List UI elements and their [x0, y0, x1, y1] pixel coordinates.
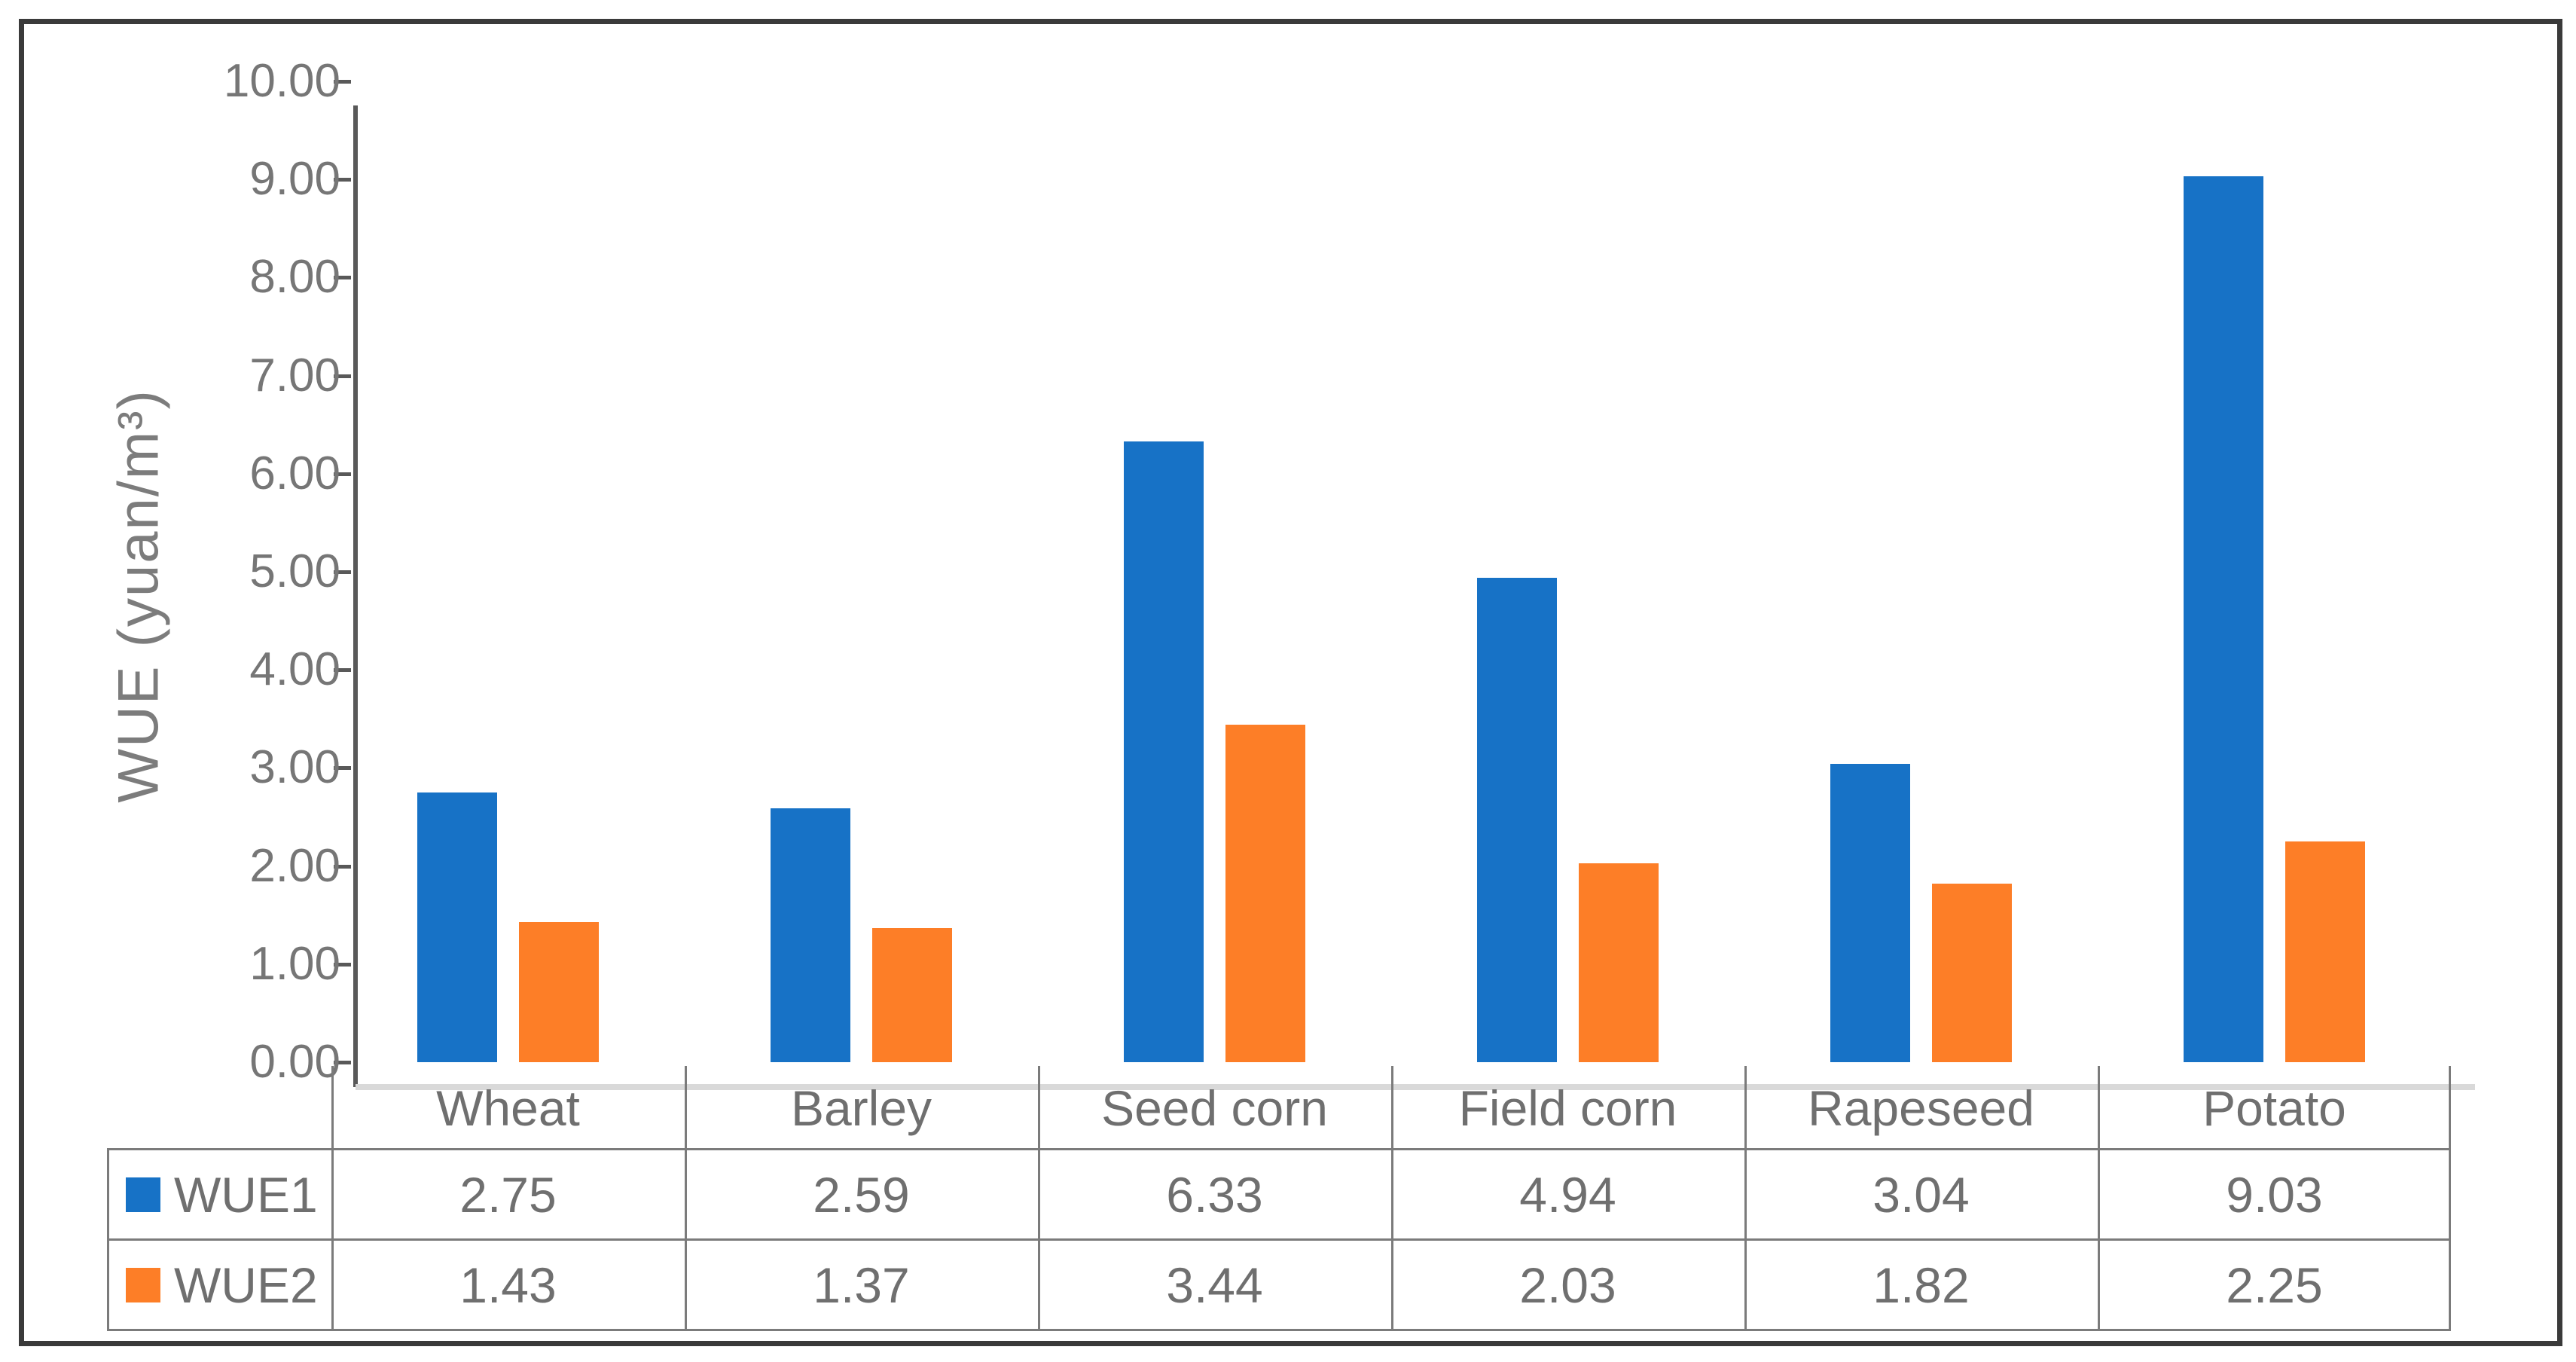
y-tick-label: 3.00	[249, 741, 340, 794]
bar-wue2-seed-corn	[1225, 725, 1305, 1062]
bar-wue1-field-corn	[1477, 577, 1557, 1062]
table-value-wue2-potato: 2.25	[2226, 1257, 2323, 1313]
y-tick-mark	[334, 472, 351, 476]
y-tick-label: 8.00	[249, 251, 340, 304]
table-column-border	[2449, 1066, 2451, 1330]
bar-wue2-field-corn	[1579, 863, 1659, 1062]
table-header-wheat: Wheat	[436, 1080, 580, 1136]
y-axis-line	[353, 105, 358, 1087]
y-tick-mark	[334, 766, 351, 771]
y-tick-mark	[334, 178, 351, 182]
table-header-rapeseed: Rapeseed	[1808, 1080, 2034, 1136]
table-column-border	[1391, 1066, 1393, 1330]
table-value-wue2-seed-corn: 3.44	[1166, 1257, 1263, 1313]
legend-left-border	[107, 1148, 109, 1330]
y-tick-mark	[334, 962, 351, 967]
legend-item-wue1: WUE1	[107, 1150, 331, 1240]
table-column-border	[685, 1066, 687, 1330]
table-value-wue2-field-corn: 2.03	[1519, 1257, 1616, 1313]
y-tick-label: 10.00	[223, 55, 340, 107]
y-tick-mark	[334, 570, 351, 574]
table-value-wue2-rapeseed: 1.82	[1872, 1257, 1970, 1313]
table-value-wue2-barley: 1.37	[813, 1257, 910, 1313]
table-value-wue1-rapeseed: 3.04	[1872, 1167, 1970, 1223]
table-value-wue1-wheat: 2.75	[459, 1167, 557, 1223]
y-tick-mark	[334, 276, 351, 280]
y-tick-label: 7.00	[249, 349, 340, 402]
table-value-wue1-seed-corn: 6.33	[1166, 1167, 1263, 1223]
y-tick-label: 6.00	[249, 447, 340, 499]
bar-wue1-seed-corn	[1124, 441, 1204, 1062]
table-value-wue1-potato: 9.03	[2226, 1167, 2323, 1223]
table-header-potato: Potato	[2202, 1080, 2346, 1136]
y-tick-mark	[334, 864, 351, 869]
y-tick-mark	[334, 1061, 351, 1064]
table-bottom-border	[107, 1329, 2451, 1331]
table-row-divider	[107, 1238, 2451, 1241]
y-tick-label: 9.00	[249, 153, 340, 206]
table-column-border	[1744, 1066, 1747, 1330]
table-row-divider	[107, 1148, 2451, 1150]
y-tick-label: 0.00	[249, 1036, 340, 1088]
bar-wue2-rapeseed	[1932, 884, 2012, 1062]
data-table-top-edge	[356, 1084, 2475, 1090]
bar-wue1-rapeseed	[1830, 764, 1910, 1062]
y-tick-mark	[334, 668, 351, 673]
table-value-wue1-field-corn: 4.94	[1519, 1167, 1616, 1223]
y-tick-label: 5.00	[249, 545, 340, 597]
table-header-field-corn: Field corn	[1458, 1080, 1677, 1136]
legend-label-wue1: WUE1	[174, 1167, 318, 1223]
bar-wue1-wheat	[417, 792, 497, 1062]
bar-wue2-wheat	[519, 921, 599, 1062]
bar-wue1-barley	[771, 808, 850, 1062]
legend-swatch-wue1	[126, 1177, 160, 1212]
bar-wue2-barley	[872, 927, 952, 1062]
bar-wue2-potato	[2285, 841, 2365, 1062]
legend-item-wue2: WUE2	[107, 1240, 331, 1330]
legend-swatch-wue2	[126, 1268, 160, 1302]
table-column-border	[1038, 1066, 1040, 1330]
y-tick-mark	[334, 80, 351, 84]
table-value-wue2-wheat: 1.43	[459, 1257, 557, 1313]
table-header-barley: Barley	[790, 1080, 932, 1136]
chart-outer-border: WUE (yuan/m³) 10.00 9.00 8.00 7.00 6.00 5.00 4…	[19, 19, 2562, 1346]
table-value-wue1-barley: 2.59	[813, 1167, 910, 1223]
y-tick-mark	[334, 374, 351, 378]
table-column-border	[2098, 1066, 2100, 1330]
y-tick-label: 2.00	[249, 839, 340, 892]
legend-label-wue2: WUE2	[174, 1257, 318, 1313]
table-header-seed-corn: Seed corn	[1101, 1080, 1328, 1136]
y-tick-label: 1.00	[249, 937, 340, 990]
y-tick-label: 4.00	[249, 643, 340, 696]
bar-wue1-potato	[2184, 176, 2263, 1062]
table-column-border	[331, 1066, 334, 1330]
